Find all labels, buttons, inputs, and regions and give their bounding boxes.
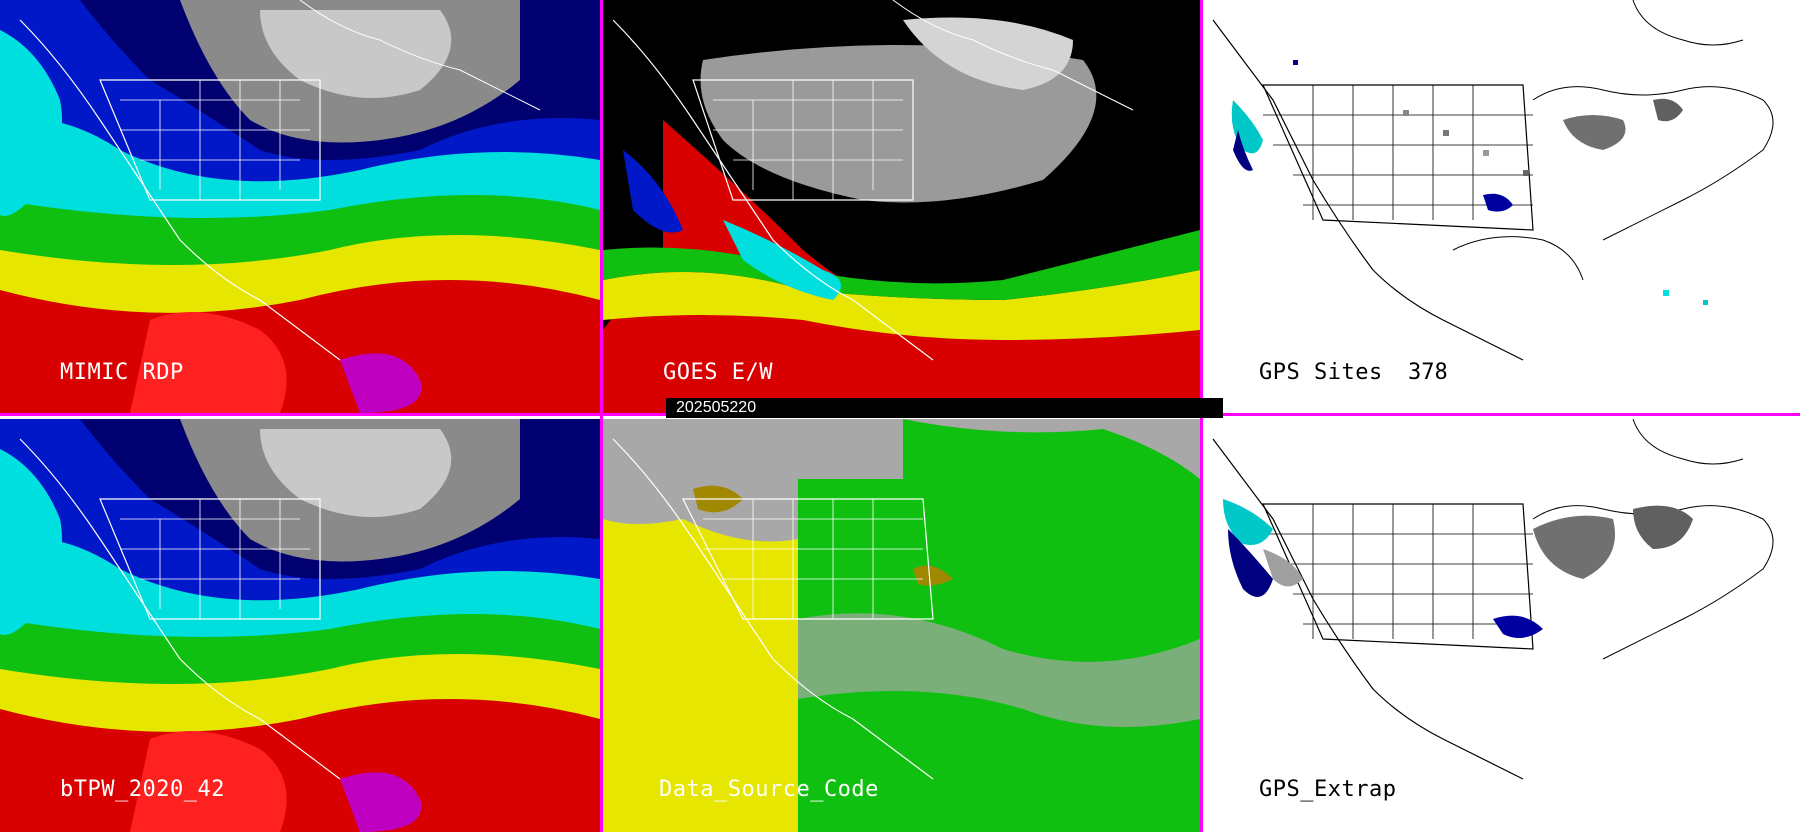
panel-label: bTPW_2020_42 (60, 777, 225, 802)
data-source-map (603, 419, 1200, 832)
panel-data-source: Data_Source_Code (603, 419, 1200, 832)
tpw-map-btpw (0, 419, 600, 832)
panel-label: GPS Sites (1259, 360, 1383, 385)
gps-extrap-map (1203, 419, 1800, 832)
panel-btpw: bTPW_2020_42 (0, 419, 600, 832)
panel-label: GPS_Extrap (1259, 777, 1397, 802)
panel-goes-ew: GOES E/W (603, 0, 1200, 413)
panel-mimic-rdp: MIMIC RDP (0, 0, 600, 413)
panel-gps-sites: GPS Sites 378 (1203, 0, 1800, 413)
panel-label: MIMIC RDP (60, 360, 184, 385)
tpw-map-mimic (0, 0, 600, 413)
panel-label: Data_Source_Code (659, 777, 879, 802)
tpw-map-goes (603, 0, 1200, 413)
panel-gps-extrap: GPS_Extrap (1203, 419, 1800, 832)
timestamp-bar: 202505220 (666, 398, 1223, 418)
gps-site-count: 378 (1408, 360, 1448, 385)
panel-label: GOES E/W (663, 360, 773, 385)
divider-vertical-left (600, 0, 603, 832)
gps-sites-map (1203, 0, 1800, 413)
